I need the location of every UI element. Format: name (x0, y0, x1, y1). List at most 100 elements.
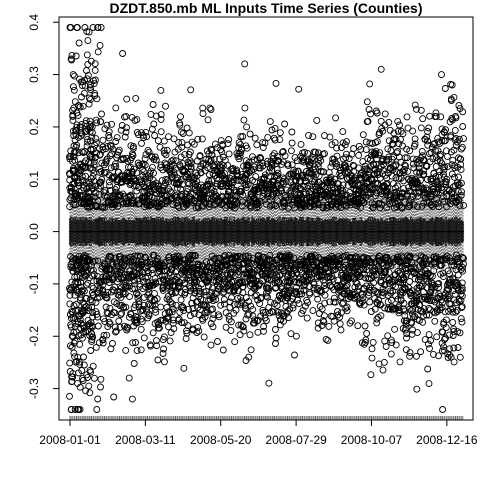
data-point (411, 140, 419, 148)
data-point (411, 135, 419, 143)
data-point (268, 167, 276, 174)
data-point (117, 311, 125, 319)
data-point (70, 201, 78, 209)
data-point (70, 349, 78, 357)
data-point (367, 371, 375, 379)
data-point (238, 202, 246, 210)
data-point (413, 385, 421, 393)
data-point (119, 50, 127, 57)
data-point (186, 312, 194, 320)
data-point (94, 257, 102, 265)
data-point (88, 129, 96, 137)
data-point (101, 187, 109, 194)
data-point (133, 347, 141, 355)
data-point (312, 171, 320, 179)
data-point (243, 144, 251, 152)
data-point (88, 133, 96, 141)
data-point (175, 204, 183, 212)
data-point (160, 267, 168, 275)
data-point (144, 146, 152, 154)
data-point (100, 188, 108, 196)
data-point (385, 153, 393, 161)
data-point (458, 318, 466, 326)
data-point (108, 311, 116, 319)
data-point (455, 298, 463, 305)
data-point (207, 341, 215, 349)
data-point (97, 182, 104, 190)
data-point (181, 151, 189, 159)
data-point (369, 254, 377, 262)
data-point (433, 255, 441, 263)
data-point (309, 133, 317, 141)
data-point (294, 296, 301, 304)
data-point (371, 201, 379, 208)
data-point (119, 290, 127, 298)
data-point (407, 292, 415, 299)
data-point (445, 286, 453, 294)
data-point (287, 330, 295, 338)
data-point (363, 98, 371, 106)
data-point (70, 86, 78, 94)
data-point (237, 321, 245, 329)
data-point (450, 344, 458, 352)
data-point (224, 140, 232, 148)
data-point (106, 304, 114, 312)
data-point (75, 39, 83, 47)
data-point (365, 291, 373, 299)
data-point (367, 259, 375, 267)
data-point (449, 308, 457, 316)
data-point (266, 118, 274, 126)
data-point (424, 365, 432, 373)
data-point (185, 268, 193, 275)
data-point (238, 188, 245, 195)
data-point (222, 323, 230, 331)
data-point (333, 152, 341, 160)
data-point (91, 92, 99, 99)
data-point (384, 261, 392, 269)
data-point (88, 153, 96, 161)
data-point (217, 137, 225, 145)
data-point (105, 178, 113, 186)
data-point (134, 291, 142, 299)
data-point (204, 282, 212, 290)
data-point (411, 275, 419, 283)
data-point (325, 322, 333, 330)
data-point (205, 271, 213, 279)
data-point (420, 186, 428, 194)
data-point (92, 135, 100, 143)
data-point (168, 300, 176, 308)
data-point (157, 161, 165, 169)
data-point (362, 336, 370, 344)
data-point (427, 201, 435, 209)
data-point (256, 300, 264, 308)
data-point (89, 258, 97, 266)
data-point (112, 327, 120, 335)
data-point (309, 307, 317, 315)
data-point (384, 145, 392, 153)
data-point (311, 178, 319, 186)
data-point (80, 287, 88, 295)
data-point (183, 329, 191, 337)
data-point (279, 148, 287, 156)
data-point (182, 335, 190, 343)
data-point (128, 154, 136, 162)
data-point (175, 257, 183, 265)
data-point (439, 170, 447, 178)
data-point (217, 201, 225, 209)
data-point (156, 268, 164, 276)
data-point (109, 145, 117, 153)
data-point (409, 313, 417, 321)
data-point (446, 345, 453, 353)
data-point (285, 314, 292, 322)
data-point (431, 289, 439, 297)
data-point (412, 265, 419, 273)
data-point (285, 279, 293, 287)
data-point (84, 257, 92, 264)
data-point (240, 116, 248, 124)
data-point (394, 117, 402, 125)
data-point (151, 153, 159, 161)
x-axis-strip (69, 416, 464, 420)
x-tick-label: 2008-10-07 (341, 433, 403, 447)
data-point (353, 280, 361, 287)
data-point (322, 335, 330, 343)
